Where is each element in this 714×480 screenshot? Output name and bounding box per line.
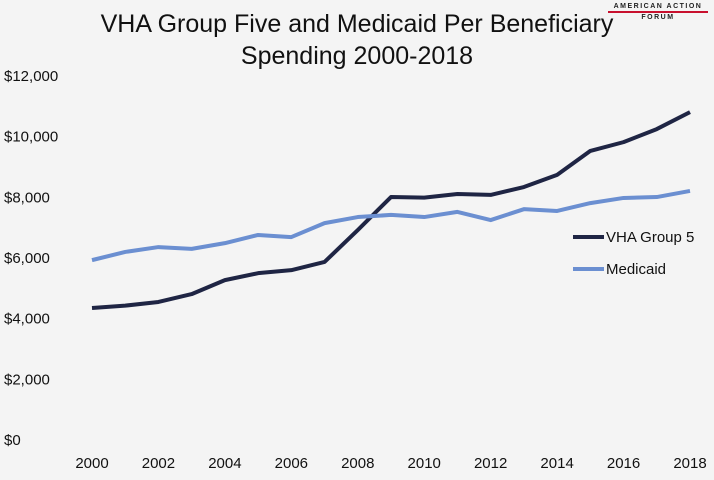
x-tick-label: 2010 [408,455,441,472]
series-line-medicaid [91,188,691,263]
american-action-forum-logo: AMERICAN ACTION FORUM [608,3,708,21]
x-tick-label: 2006 [275,455,308,472]
logo-line-2: FORUM [641,14,675,21]
legend-label: Medicaid [606,261,666,278]
legend-label: VHA Group 5 [606,229,694,246]
x-tick-label: 2018 [673,455,706,472]
x-tick-label: 2016 [607,455,640,472]
x-tick-label: 2000 [75,455,108,472]
x-tick-label: 2002 [142,455,175,472]
y-tick-label: $8,000 [4,189,50,206]
y-tick-label: $0 [4,432,21,449]
x-tick-label: 2012 [474,455,507,472]
chart-title-line-1: VHA Group Five and Medicaid Per Benefici… [100,10,614,38]
chart-title-line-2: Spending 2000-2018 [240,42,474,70]
y-tick-label: $4,000 [4,311,50,328]
logo-line-1: AMERICAN ACTION [613,3,703,10]
y-tick-label: $2,000 [4,371,50,388]
y-tick-label: $12,000 [4,68,58,85]
logo-divider [608,11,708,13]
x-tick-label: 2014 [540,455,573,472]
y-tick-label: $6,000 [4,250,50,267]
chart-title: VHA Group Five and Medicaid Per Benefici… [0,8,714,72]
y-tick-label: $10,000 [4,129,58,146]
series-line-vha-group-5 [91,110,691,311]
x-tick-label: 2008 [341,455,374,472]
x-tick-label: 2004 [208,455,241,472]
